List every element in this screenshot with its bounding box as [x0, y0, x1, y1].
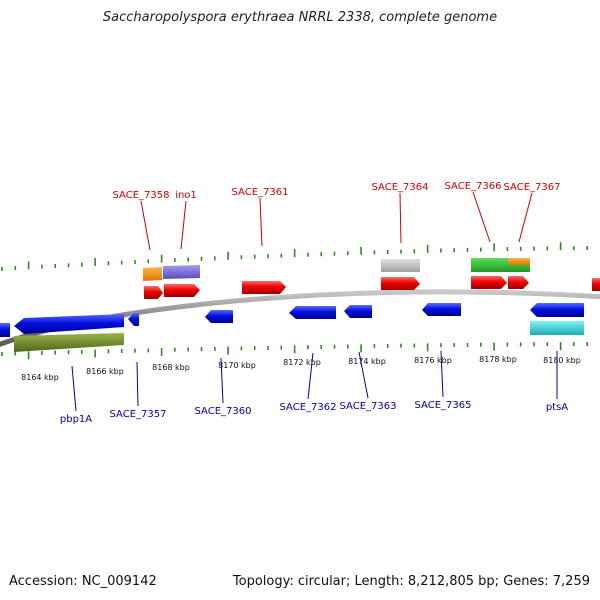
top-gene-label[interactable]: SACE_7358 — [113, 190, 170, 201]
bottom-label-leader — [307, 352, 314, 400]
gene-SACE_7357[interactable] — [128, 313, 139, 326]
top-label-leader — [399, 192, 402, 244]
secondary-features — [14, 258, 584, 352]
stats-separator: ; — [346, 574, 355, 589]
cyan-feature — [530, 321, 584, 335]
bottom-gene-label[interactable]: ptsA — [546, 402, 568, 413]
top-label-leader — [518, 192, 533, 243]
top-label-leader — [259, 197, 263, 247]
top-label-leader — [472, 191, 491, 243]
bottom-label-leader — [440, 350, 444, 398]
gene-SACE_7366[interactable] — [471, 276, 507, 289]
accession-label: Accession: NC_009142 — [9, 574, 157, 589]
gene-SACE_7364[interactable] — [381, 277, 420, 290]
bottom-gene-label[interactable]: SACE_7365 — [415, 400, 472, 411]
bottom-label-leader — [358, 351, 369, 399]
stats-separator: ; — [494, 574, 504, 589]
ruler-tick-label: 8170 kbp — [218, 361, 256, 370]
bottom-gene-label[interactable]: SACE_7362 — [280, 402, 337, 413]
ruler-labels: 8164 kbp 8166 kbp 8168 kbp 8170 kbp 8172 kbp… — [21, 355, 581, 382]
gene-SACE_7362[interactable] — [289, 306, 336, 319]
gene-SACE_7365[interactable] — [422, 303, 461, 316]
gene-SACE_7361[interactable] — [242, 281, 286, 294]
bottom-gene-label[interactable]: SACE_7357 — [110, 409, 167, 420]
gene-right-1[interactable] — [592, 278, 600, 291]
gene-SACE_7358[interactable] — [144, 286, 163, 299]
bottom-gene-labels: pbp1A SACE_7357 SACE_7360 SACE_7362 SACE_736… — [60, 350, 568, 425]
top-gene-label[interactable]: SACE_7361 — [232, 187, 289, 198]
ruler-tick-label: 8180 kbp — [543, 356, 581, 365]
purple-feature — [163, 265, 200, 279]
top-gene-label[interactable]: SACE_7367 — [504, 182, 561, 193]
genome-title: Saccharopolyspora erythraea NRRL 2338, c… — [102, 10, 498, 25]
gene-SACE_7367[interactable] — [508, 276, 529, 289]
top-gene-label[interactable]: SACE_7364 — [372, 182, 429, 193]
topology-text: Topology: circular — [232, 574, 346, 589]
length-text: Length: 8,212,805 bp — [354, 574, 495, 589]
bottom-label-leader — [136, 361, 139, 407]
genes-text: Genes: 7,259 — [503, 574, 590, 589]
bottom-label-leader — [71, 365, 77, 412]
grey-feature — [381, 259, 420, 272]
genome-stats: Topology: circular; Length: 8,212,805 bp… — [233, 574, 590, 589]
bottom-gene-label[interactable]: SACE_7363 — [340, 401, 397, 412]
orange-feature — [143, 267, 162, 281]
ruler-tick-label: 8168 kbp — [152, 363, 190, 372]
ruler-tick-label: 8164 kbp — [21, 373, 59, 382]
top-gene-label[interactable]: ino1 — [175, 190, 197, 201]
ruler-tick-label: 8172 kbp — [283, 358, 321, 367]
ruler-tick-label: 8178 kbp — [479, 355, 517, 364]
bottom-label-leader — [220, 357, 224, 404]
bottom-gene-label[interactable]: pbp1A — [60, 414, 92, 425]
inner-tick-track — [1, 342, 589, 360]
gene-pbp1A[interactable] — [14, 314, 124, 334]
gene-track — [0, 276, 600, 337]
gene-ino1[interactable] — [164, 284, 200, 297]
ruler-tick-label: 8174 kbp — [348, 357, 386, 366]
top-gene-labels: SACE_7358 ino1 SACE_7361 SACE_7364 SACE_7366… — [113, 181, 561, 251]
gene-SACE_7360[interactable] — [205, 310, 233, 323]
gene-SACE_7363[interactable] — [344, 305, 372, 318]
orange-feature-2 — [508, 258, 530, 265]
gene-ptsA[interactable] — [530, 303, 584, 317]
outer-tick-track — [1, 242, 589, 271]
ruler-tick-label: 8166 kbp — [86, 367, 124, 376]
top-label-leader — [180, 200, 187, 250]
top-label-leader — [140, 200, 151, 251]
ruler-tick-label: 8176 kbp — [414, 356, 452, 365]
gene-left-1[interactable] — [0, 323, 10, 337]
top-gene-label[interactable]: SACE_7366 — [445, 181, 502, 192]
olive-feature — [14, 333, 124, 352]
bottom-gene-label[interactable]: SACE_7360 — [195, 406, 252, 417]
